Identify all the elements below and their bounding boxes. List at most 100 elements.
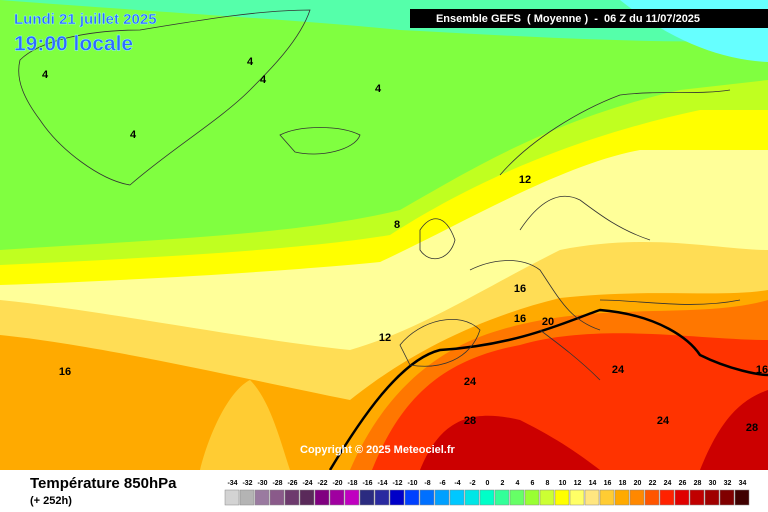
scale-label: -4 [454, 480, 460, 487]
scale-label: 10 [559, 480, 567, 487]
scale-label: 12 [574, 480, 582, 487]
scale-label: -24 [302, 480, 312, 487]
footer-step: (+ 252h) [30, 495, 72, 507]
scale-swatch [494, 489, 510, 506]
scale-label: 24 [664, 480, 672, 487]
copyright: Copyright © 2025 Meteociel.fr [300, 444, 456, 456]
scale-label: -12 [392, 480, 402, 487]
scale-label: -30 [257, 480, 267, 487]
scale-label: -18 [347, 480, 357, 487]
scale-swatch [614, 489, 630, 506]
scale-swatch [569, 489, 585, 506]
scale-swatch [554, 489, 570, 506]
contour-label: 16 [59, 366, 71, 378]
scale-swatch [539, 489, 555, 506]
coastline [279, 127, 361, 155]
scale-label: -20 [332, 480, 342, 487]
scale-swatch [224, 489, 240, 506]
temp-zone [420, 415, 600, 470]
scale-swatch [719, 489, 735, 506]
contour-label: 28 [746, 422, 758, 434]
coastline [18, 9, 311, 186]
contour-label: 24 [657, 415, 670, 427]
contour-label: 4 [130, 129, 137, 141]
contour-label: 12 [519, 174, 531, 186]
scale-label: -22 [317, 480, 327, 487]
scale-label: -8 [424, 480, 430, 487]
contour-24 [328, 308, 768, 471]
map-time: 19:00 locale [14, 33, 133, 56]
scale-label: 4 [516, 480, 520, 487]
scale-label: 16 [604, 480, 612, 487]
temp-zone [700, 390, 768, 470]
scale-swatch [254, 489, 270, 506]
scale-swatch [524, 489, 540, 506]
run-box [410, 9, 768, 28]
scale-label: -2 [469, 480, 475, 487]
scale-swatch [239, 489, 255, 506]
contour-label: 4 [247, 56, 254, 68]
contour-label: 12 [379, 332, 391, 344]
run-info: Ensemble GEFS ( Moyenne ) - 06 Z du 11/0… [436, 13, 700, 25]
scale-label: -10 [407, 480, 417, 487]
contour-labels: 4 4 4 4 4 12 8 16 16 20 12 16 24 24 28 2… [42, 56, 768, 434]
scale-label: 34 [739, 480, 747, 487]
contour-label: 28 [464, 415, 476, 427]
scale-label: -28 [272, 480, 282, 487]
scale-swatch [299, 489, 315, 506]
scale-swatch [419, 489, 435, 506]
scale-swatch [434, 489, 450, 506]
scale-swatch [269, 489, 285, 506]
scale-label: -34 [227, 480, 237, 487]
contour-label: 20 [542, 316, 554, 328]
scale-label: 14 [589, 480, 597, 487]
scale-swatch [659, 489, 675, 506]
scale-swatch [389, 489, 405, 506]
map-date: Lundi 21 juillet 2025 [14, 11, 157, 28]
scale-swatch [704, 489, 720, 506]
scale-label: 8 [546, 480, 550, 487]
scale-swatch [584, 489, 600, 506]
scale-label: -32 [242, 480, 252, 487]
contour-label: 24 [612, 364, 625, 376]
scale-label: -16 [362, 480, 372, 487]
scale-swatch [629, 489, 645, 506]
color-scale: -34 -32 -30 -28 -26 -24 -22 -20 -18 -16 -14 -12 -10-… [224, 480, 750, 506]
contour-label: 4 [260, 74, 267, 86]
scale-swatch [374, 489, 390, 506]
scale-label: -26 [287, 480, 297, 487]
scale-label: 18 [619, 480, 627, 487]
scale-swatch [359, 489, 375, 506]
contour-label: 4 [375, 83, 382, 95]
scale-label: 6 [531, 480, 535, 487]
contour-label: 16 [514, 313, 526, 325]
scale-label: 0 [486, 480, 490, 487]
scale-label: 28 [694, 480, 702, 487]
scale-swatch [284, 489, 300, 506]
scale-swatch [329, 489, 345, 506]
scale-label: 20 [634, 480, 642, 487]
temp-zone [200, 380, 290, 470]
scale-label: 2 [501, 480, 505, 487]
scale-swatch [464, 489, 480, 506]
scale-swatch [674, 489, 690, 506]
scale-swatch [404, 489, 420, 506]
scale-label: 22 [649, 480, 657, 487]
scale-swatch [449, 489, 465, 506]
map [0, 0, 768, 471]
contour-label: 24 [464, 376, 477, 388]
footer-title: Température 850hPa [30, 475, 177, 492]
scale-label: 30 [709, 480, 717, 487]
scale-swatch [314, 489, 330, 506]
scale-swatch [479, 489, 495, 506]
scale-label: -6 [439, 480, 445, 487]
contour-label: 8 [394, 219, 400, 231]
contour-label: 16 [756, 364, 768, 376]
contour-label: 16 [514, 283, 526, 295]
scale-swatch [599, 489, 615, 506]
scale-label: 32 [724, 480, 732, 487]
contour-label: 4 [42, 69, 49, 81]
scale-swatch [344, 489, 360, 506]
scale-swatch [509, 489, 525, 506]
